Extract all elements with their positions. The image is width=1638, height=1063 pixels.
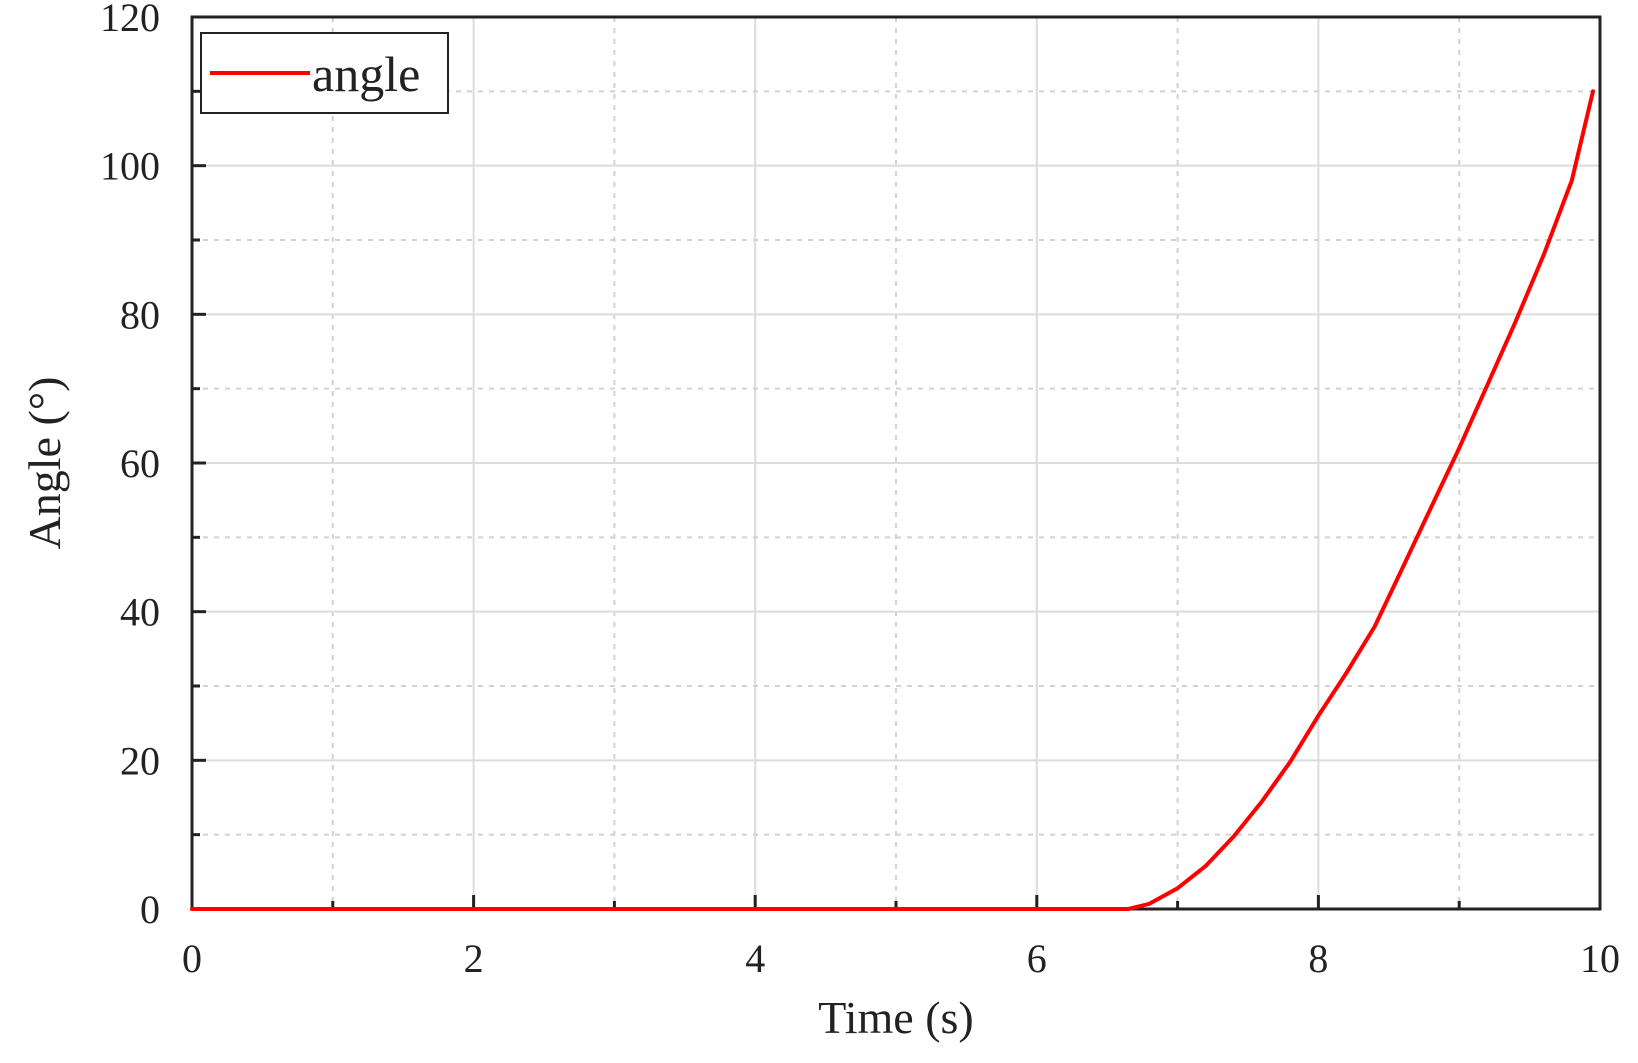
series-layer — [190, 89, 1595, 911]
y-tick-label-0: 0 — [140, 887, 160, 932]
x-tick-label-4: 8 — [1308, 936, 1328, 981]
y-tick-label-4: 80 — [120, 292, 160, 337]
series-line-angle — [190, 89, 1595, 911]
legend: angle — [200, 32, 449, 114]
y-tick-labels: 0 20 40 60 80 100 120 — [100, 0, 160, 932]
legend-label-angle: angle — [312, 46, 420, 102]
grid — [192, 16, 1600, 909]
y-tick-label-3: 60 — [120, 441, 160, 486]
x-tick-label-3: 6 — [1027, 936, 1047, 981]
x-tick-label-1: 2 — [464, 936, 484, 981]
x-axis-title: Time (s) — [818, 992, 974, 1043]
x-tick-label-5: 10 — [1580, 936, 1620, 981]
x-tick-label-2: 4 — [745, 936, 765, 981]
y-tick-label-2: 40 — [120, 590, 160, 635]
x-tick-labels: 0 2 4 6 8 10 — [182, 936, 1620, 981]
y-axis-title: Angle (°) — [19, 377, 70, 550]
axis-ticks — [190, 15, 1602, 911]
y-tick-label-5: 100 — [100, 144, 160, 189]
y-tick-label-1: 20 — [120, 738, 160, 783]
y-tick-label-6: 120 — [100, 0, 160, 40]
x-tick-label-0: 0 — [182, 936, 202, 981]
